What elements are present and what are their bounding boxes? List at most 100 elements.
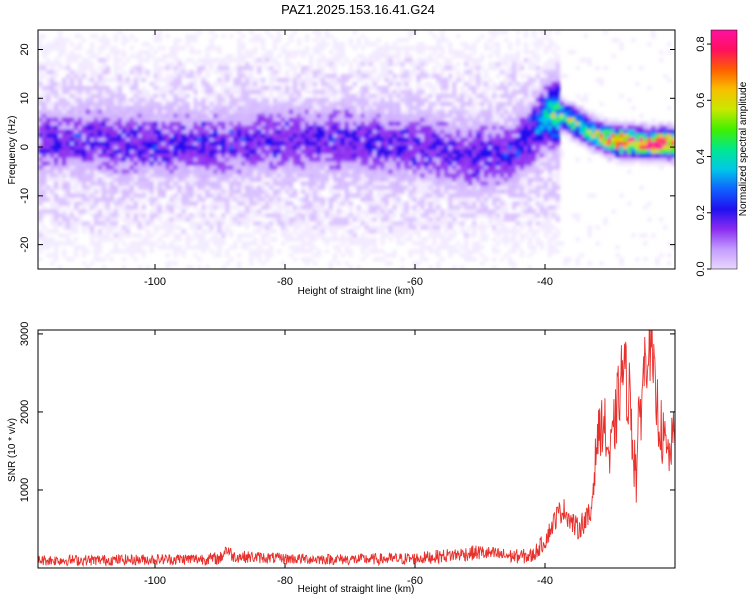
heatmap-cell xyxy=(73,149,79,155)
heatmap-cell xyxy=(400,209,405,214)
heatmap-cell xyxy=(189,213,194,218)
heatmap-cell xyxy=(185,185,190,190)
heatmap-cell xyxy=(193,113,198,119)
heatmap-cell xyxy=(296,37,302,43)
heatmap-cell xyxy=(161,117,166,123)
heatmap-cell xyxy=(181,65,186,71)
heatmap-cell xyxy=(376,73,381,79)
heatmap-cell xyxy=(380,229,385,234)
heatmap-cell xyxy=(456,49,461,55)
heatmap-cell xyxy=(133,77,139,83)
heatmap-cell xyxy=(93,181,99,186)
heatmap-cell xyxy=(252,61,258,67)
heatmap-cell xyxy=(280,213,286,218)
heatmap-cell xyxy=(38,237,43,242)
heatmap-cell xyxy=(41,101,47,107)
heatmap-cell xyxy=(217,225,222,230)
heatmap-cell xyxy=(205,105,210,111)
heatmap-cell xyxy=(49,217,55,222)
heatmap-cell xyxy=(256,101,262,107)
heatmap-cell xyxy=(340,141,346,147)
heatmap-cell xyxy=(440,173,445,178)
heatmap-cell xyxy=(332,133,338,139)
heatmap-cell xyxy=(448,225,453,230)
heatmap-cell xyxy=(436,121,441,127)
heatmap-cell xyxy=(41,189,47,194)
heatmap-cell xyxy=(245,213,250,218)
heatmap-cell xyxy=(424,93,429,99)
heatmap-cell xyxy=(73,165,79,171)
heatmap-cell xyxy=(169,129,174,135)
heatmap-cell xyxy=(384,109,389,115)
heatmap-cell xyxy=(229,109,234,115)
heatmap-cell xyxy=(356,141,362,147)
heatmap-cell xyxy=(471,105,477,111)
heatmap-cell xyxy=(245,113,250,119)
heatmap-cell xyxy=(268,161,274,167)
heatmap-cell xyxy=(256,201,262,206)
heatmap-cell xyxy=(165,137,170,143)
heatmap-cell xyxy=(38,113,43,119)
heatmap-cell xyxy=(356,61,362,67)
heatmap-cell xyxy=(460,177,465,182)
heatmap-cell xyxy=(304,121,310,127)
heatmap-cell xyxy=(416,101,421,107)
heatmap-cell xyxy=(260,153,266,159)
heatmap-cell xyxy=(348,205,354,210)
heatmap-cell xyxy=(388,213,393,218)
heatmap-cell xyxy=(249,49,254,55)
heatmap-cell xyxy=(380,49,385,55)
heatmap-cell xyxy=(105,37,111,43)
heatmap-cell xyxy=(256,125,262,131)
heatmap-cell xyxy=(348,253,354,258)
heatmap-cell xyxy=(41,89,47,95)
heatmap-cell xyxy=(308,141,314,147)
heatmap-cell xyxy=(93,217,99,222)
heatmap-cell xyxy=(372,217,378,222)
heatmap-cell xyxy=(432,173,437,178)
heatmap-cell xyxy=(380,93,385,99)
heatmap-cell xyxy=(105,113,111,119)
heatmap-cell xyxy=(356,89,362,95)
heatmap-cell xyxy=(165,177,170,182)
heatmap-cell xyxy=(125,137,131,143)
heatmap-cell xyxy=(61,129,67,135)
heatmap-cell xyxy=(400,201,405,206)
heatmap-cell xyxy=(412,109,417,115)
heatmap-cell xyxy=(400,181,405,186)
heatmap-cell xyxy=(392,73,397,79)
heatmap-cell xyxy=(181,193,186,198)
heatmap-cell xyxy=(340,77,346,83)
heatmap-cell xyxy=(256,253,262,258)
heatmap-cell xyxy=(161,141,166,147)
heatmap-cell xyxy=(487,125,493,131)
heatmap-cell xyxy=(149,197,155,202)
heatmap-cell xyxy=(69,197,75,202)
heatmap-cell xyxy=(165,165,170,171)
heatmap-cell xyxy=(324,125,330,131)
heatmap-cell xyxy=(308,109,314,115)
heatmap-cell xyxy=(165,225,170,230)
heatmap-cell xyxy=(177,129,182,135)
heatmap-cell xyxy=(380,161,385,167)
heatmap-cell xyxy=(89,161,95,167)
heatmap-cell xyxy=(340,217,346,222)
heatmap-cell xyxy=(133,149,139,155)
heatmap-cell xyxy=(348,93,354,99)
heatmap-cell xyxy=(487,153,493,159)
heatmap-cell xyxy=(479,165,485,171)
heatmap-cell xyxy=(125,73,131,79)
heatmap-cell xyxy=(256,193,262,198)
heatmap-cell xyxy=(384,113,389,119)
heatmap-cell xyxy=(316,61,322,67)
heatmap-cell xyxy=(73,169,79,174)
heatmap-cell xyxy=(245,133,250,139)
heatmap-cell xyxy=(356,265,362,269)
heatmap-cell xyxy=(249,81,254,87)
heatmap-cell xyxy=(463,241,469,246)
heatmap-cell xyxy=(460,253,465,258)
heatmap-cell xyxy=(137,61,143,67)
heatmap-cell xyxy=(296,133,302,139)
heatmap-cell xyxy=(137,121,143,127)
heatmap-cell xyxy=(340,225,346,230)
